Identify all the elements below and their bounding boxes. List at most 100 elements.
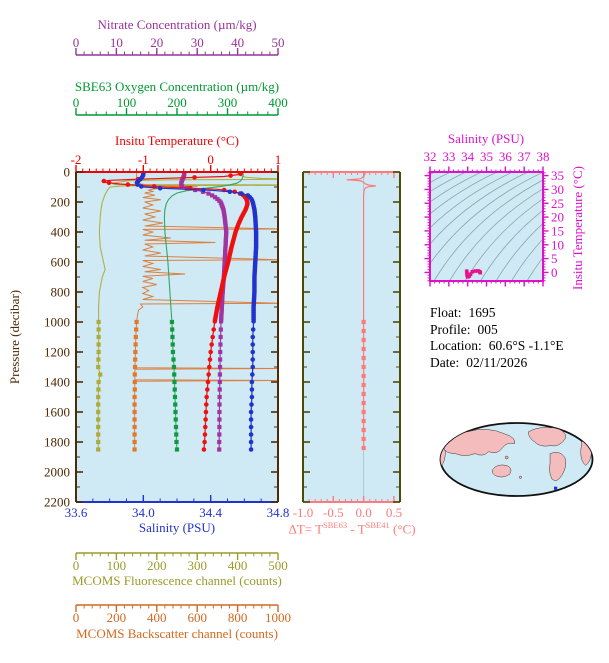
nitrate-tick-label: 40 — [231, 35, 244, 50]
data-marker — [238, 172, 243, 177]
series-fluorescence — [96, 172, 278, 452]
density-contour-line — [589, 172, 609, 281]
data-marker — [218, 319, 224, 324]
data-marker — [170, 327, 175, 332]
data-marker — [210, 193, 215, 198]
dt-tick-label: -0.5 — [323, 505, 344, 520]
data-marker — [171, 357, 176, 362]
pressure-tick-label: 400 — [51, 225, 71, 240]
float-id-row: Float: 1695 — [430, 305, 564, 322]
data-marker — [132, 439, 137, 445]
data-marker — [465, 271, 469, 276]
ts-temperature-tick-label: 0 — [551, 265, 558, 280]
map-indonesia — [504, 455, 509, 460]
data-marker — [248, 409, 254, 415]
data-marker — [132, 409, 137, 415]
ts-temperature-tick-label: 20 — [551, 210, 564, 225]
data-marker — [250, 372, 255, 377]
pressure-tick-label: 0 — [64, 165, 71, 180]
dt-title-part: - T — [347, 521, 366, 537]
data-marker — [217, 417, 222, 422]
fluorescence-tick-label: 200 — [147, 558, 167, 573]
data-marker — [217, 424, 222, 430]
dt-axes — [302, 171, 401, 503]
nitrate-axis — [75, 48, 279, 56]
data-marker — [361, 427, 366, 433]
data-marker — [170, 334, 175, 340]
data-marker — [468, 272, 473, 277]
ts-salinity-tick-label: 32 — [424, 149, 437, 164]
map-eurasia — [443, 429, 516, 456]
ts-temperature-tick-label: 5 — [551, 251, 558, 266]
pressure-tick-label: 1600 — [44, 405, 70, 420]
nitrate-tick-label: 50 — [272, 35, 285, 50]
dt-plot-background — [303, 172, 400, 502]
data-marker — [473, 269, 477, 273]
data-marker — [125, 182, 131, 187]
data-marker — [227, 189, 233, 195]
pressure-tick-label: 800 — [51, 285, 71, 300]
oxygen-axis — [75, 108, 279, 116]
data-marker — [132, 394, 137, 400]
backscatter-axis — [75, 604, 279, 612]
data-marker — [210, 334, 215, 340]
series-T-S curve — [464, 269, 483, 279]
data-marker — [202, 439, 207, 445]
data-marker — [217, 394, 222, 400]
data-marker — [96, 334, 101, 340]
density-contour-line — [430, 172, 513, 229]
series-backscatter — [132, 172, 278, 452]
ts-salinity-tick-label: 37 — [518, 149, 532, 164]
data-marker — [132, 424, 137, 430]
pressure-tick-label: 600 — [51, 255, 71, 270]
series-line-oxygen — [163, 172, 244, 450]
oxygen-axis-title: SBE63 Oxygen Concentration (µm/kg) — [74, 79, 280, 94]
temperature-tick-label: 0 — [207, 152, 214, 167]
data-marker — [170, 349, 176, 355]
dt-title-part: (°C) — [389, 521, 416, 537]
ts-salinity-tick-label: 33 — [442, 149, 455, 164]
data-marker — [169, 319, 175, 325]
data-marker — [207, 364, 212, 370]
data-marker — [96, 364, 101, 370]
data-marker — [361, 319, 366, 325]
data-marker — [211, 327, 216, 332]
data-marker — [170, 342, 175, 347]
data-marker — [172, 394, 178, 400]
profile-label: Profile: — [430, 321, 471, 337]
pressure-tick-label: 1800 — [44, 435, 70, 450]
data-marker — [96, 342, 101, 347]
backscatter-tick-label: 1000 — [265, 610, 291, 625]
data-marker — [361, 328, 366, 334]
data-marker — [173, 424, 179, 430]
data-marker — [249, 387, 255, 392]
fluorescence-tick-label: 500 — [268, 558, 288, 573]
data-marker — [203, 409, 209, 415]
data-marker — [361, 373, 366, 379]
fluorescence-tick-label: 400 — [228, 558, 248, 573]
data-marker — [248, 432, 254, 437]
data-marker — [133, 357, 138, 362]
data-marker — [135, 182, 140, 187]
dt-tick-label: -1.0 — [293, 505, 314, 520]
profile-row: Profile: 005 — [430, 322, 564, 339]
data-marker — [361, 409, 366, 415]
series-line-backscatter — [134, 172, 278, 450]
density-contour-line — [480, 209, 543, 281]
data-marker — [132, 432, 137, 437]
date-row: Date: 02/11/2026 — [430, 355, 564, 372]
data-marker — [132, 417, 137, 422]
series-temperature — [101, 172, 250, 452]
data-marker — [174, 447, 180, 452]
data-marker — [173, 402, 178, 407]
map-south-america — [549, 452, 567, 481]
data-marker — [96, 319, 101, 325]
data-marker — [361, 382, 366, 388]
density-contour-line — [430, 172, 482, 203]
ts-salinity-tick-label: 34 — [461, 149, 475, 164]
temperature-tick-label: -1 — [138, 152, 149, 167]
float-id-value: 1695 — [468, 305, 496, 320]
ts-temperature-tick-label: 25 — [551, 196, 564, 211]
data-marker — [157, 185, 163, 191]
ts-salinity-tick-label: 36 — [499, 149, 513, 164]
